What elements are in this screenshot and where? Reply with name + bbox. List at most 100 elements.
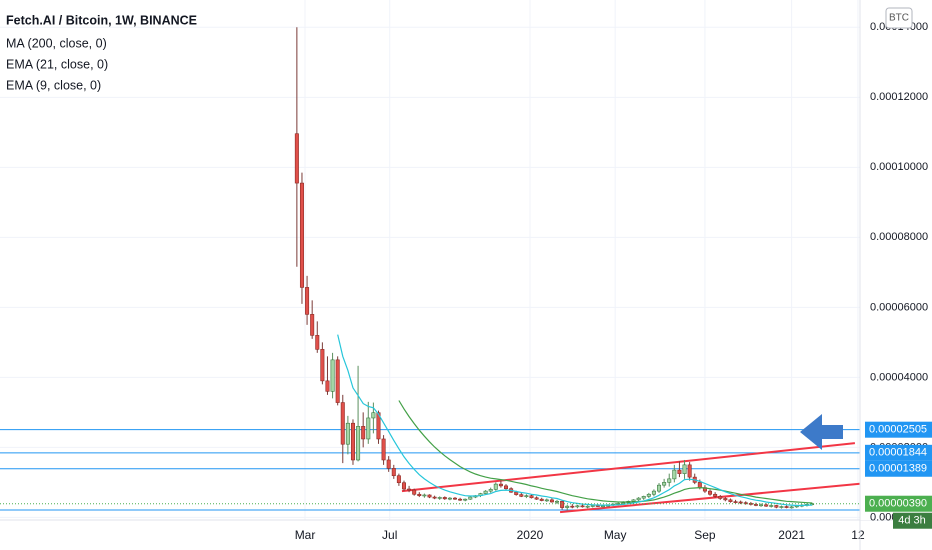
level-label-box [865,421,932,438]
last-price-label: 0.00000390 [869,498,927,510]
candle-body [759,504,764,507]
legend-entry: MA (200, close, 0) [6,36,107,50]
candle-body [728,499,733,502]
candle-body [560,500,565,508]
candle-body [708,490,713,495]
x-tick-label: 2021 [778,528,805,542]
candle-body [769,505,774,507]
candle-body [310,314,315,336]
countdown-label: 4d 3h [898,515,926,527]
currency-badge-box [885,7,913,29]
candle-body [784,506,789,508]
candle-body [636,497,641,501]
candle-body [401,482,406,490]
candle-body [677,469,682,474]
candle-body [738,501,743,504]
candle-body [718,496,723,499]
level-label: 0.00001844 [869,447,927,459]
candle-body [386,459,391,469]
chart-title: Fetch.AI / Bitcoin, 1W, BINANCE [6,13,197,27]
candle-body [657,484,662,492]
candle-body [299,182,304,288]
candle-body [432,496,437,499]
candle-body [733,501,738,503]
arrow-annotation [800,414,843,450]
candle-body [483,490,488,494]
candle-body [437,497,442,499]
candle-body [488,489,493,492]
candle-body [621,502,626,504]
level-label: 0.00001389 [869,463,927,475]
candle-body [381,438,386,461]
candle-body [534,497,539,500]
candle-body [468,496,473,500]
candle-body [789,506,794,509]
x-tick-label: 2020 [517,528,544,542]
candle-body [350,422,355,461]
candle-body [452,497,457,500]
candle-body [427,494,432,498]
candle-body [463,498,468,501]
candle-body [631,499,636,502]
last-price-box [865,495,932,512]
candle-body [335,359,340,403]
trendline [559,482,861,514]
candle-body [544,499,549,502]
x-tick-label: 12 [851,528,865,542]
y-tick-label: 0.00006000 [870,301,928,313]
x-tick-label: May [604,528,627,542]
candle-body [697,482,702,488]
candle-body [412,489,417,495]
level-label-box [865,444,932,461]
candle-body [600,505,605,508]
candle-body [294,133,299,184]
candle-body [447,497,452,500]
level-label-box [865,460,932,477]
candle-body [743,502,748,504]
candle-body [442,497,447,500]
candle-body [764,504,769,507]
candle-body [315,335,320,350]
level-label: 0.00002505 [869,424,927,436]
candle-body [713,493,718,497]
legend-entry: EMA (9, close, 0) [6,78,101,92]
candle-body [458,498,463,501]
legend: Fetch.AI / Bitcoin, 1W, BINANCE MA (200,… [6,13,197,92]
y-tick-label: 0.00004000 [870,371,928,383]
candle-body [590,505,595,507]
candle-body [580,505,585,508]
candle-body [345,422,350,445]
candle-body [366,417,371,440]
countdown-box [893,512,932,529]
y-tick-label: 0.00010000 [870,161,928,173]
candle-body [672,469,677,480]
y-tick-label: 0.00008000 [870,231,928,243]
candle-body [305,287,310,315]
currency-badge: BTC [889,13,909,24]
indicator-line [398,400,813,504]
x-tick-label: Sep [694,528,716,542]
candle-body [723,498,728,501]
candle-body [565,505,570,508]
legend-entry: EMA (21, close, 0) [6,57,108,71]
candle-body [524,495,529,497]
indicator-line [337,334,813,507]
candle-body [361,426,366,440]
trendline [401,442,856,493]
candle-body [514,491,519,495]
candle-body [779,506,784,508]
candle-body [325,380,330,392]
candle-body [417,493,422,496]
candle-body [575,505,580,508]
candle-body [396,475,401,484]
candle-body [498,483,503,487]
candle-body [570,505,575,508]
candle-body [422,494,427,497]
candle-body [371,412,376,419]
x-tick-label: Jul [382,528,397,542]
candle-body [646,493,651,497]
candle-body [682,464,687,474]
candle-body [549,499,554,503]
candle-body [662,482,667,486]
